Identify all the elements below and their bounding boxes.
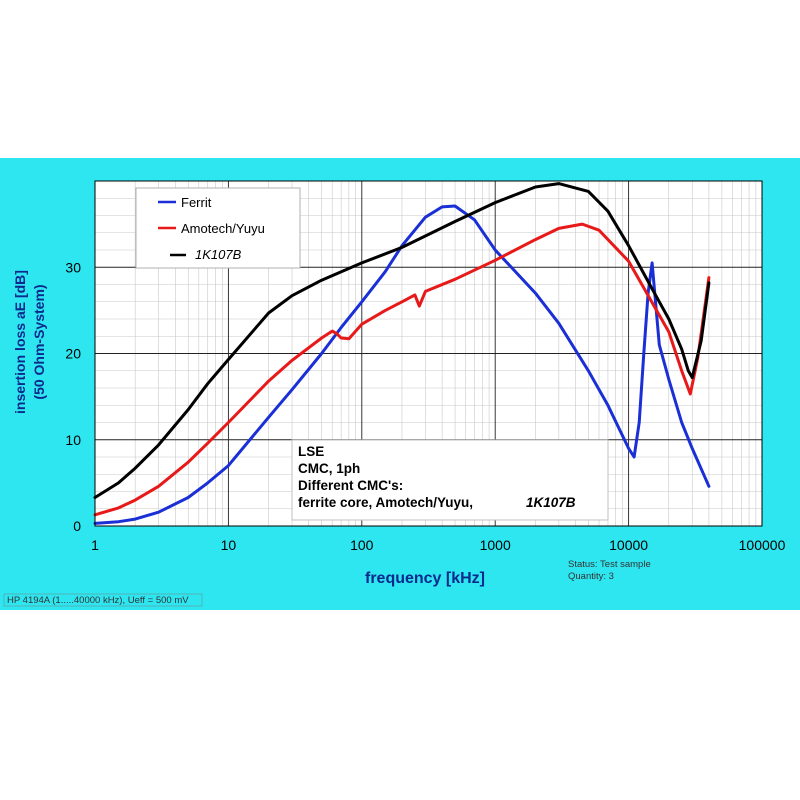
x-tick-label: 10 <box>221 537 237 553</box>
annotation-line-2: CMC, 1ph <box>298 461 360 476</box>
series-line-amotech-yuyu <box>93 222 711 517</box>
series-line-ferrit <box>93 204 711 525</box>
footer-box <box>3 593 203 607</box>
series-line-1k107b <box>93 182 711 499</box>
annotation-line-3: Different CMC's: <box>298 478 403 493</box>
footer-text: HP 4194A (1.....40000 kHz), Ueff = 500 m… <box>7 595 189 606</box>
x-tick-labels: 1 10 100 1000 10000 100000 <box>91 537 785 553</box>
x-tick-label: 10000 <box>609 537 648 553</box>
series-layer <box>93 182 711 525</box>
y-tick-label: 10 <box>65 432 81 448</box>
x-tick-label: 100000 <box>739 537 786 553</box>
y-tick-label: 30 <box>65 259 81 275</box>
quantity-text: Quantity: 3 <box>568 571 614 582</box>
status-text: Status: Test sample <box>568 559 651 570</box>
y-tick-labels: 0 10 20 30 <box>65 259 81 534</box>
x-tick-label: 100 <box>350 537 374 553</box>
legend: Ferrit Amotech/Yuyu 1K107B <box>135 187 301 269</box>
legend-label-1k107b: 1K107B <box>195 247 242 262</box>
annotation-box: LSE CMC, 1ph Different CMC's: ferrite co… <box>291 439 609 521</box>
y-axis-label-line2: (50 Ohm-System) <box>31 284 47 399</box>
y-tick-label: 20 <box>65 346 81 362</box>
annotation-line-4: ferrite core, Amotech/Yuyu, <box>298 495 473 510</box>
x-axis-label: frequency [kHz] <box>365 570 485 587</box>
annotation-background <box>291 439 609 521</box>
y-axis-label-line1: insertion loss aE [dB] <box>12 270 28 414</box>
x-tick-label: 1 <box>91 537 99 553</box>
y-tick-label: 0 <box>73 518 81 534</box>
annotation-italic: 1K107B <box>526 495 576 510</box>
legend-label-amotech-yuyu: Amotech/Yuyu <box>181 221 265 236</box>
annotation-line-1: LSE <box>298 444 324 459</box>
x-tick-label: 1000 <box>480 537 511 553</box>
plot-frame <box>94 180 763 527</box>
legend-label-ferrit: Ferrit <box>181 195 212 210</box>
